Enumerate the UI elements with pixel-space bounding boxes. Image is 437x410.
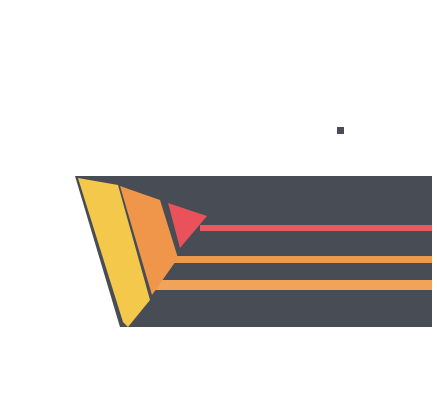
orange-line-upper [170,256,432,263]
orange-stripe [120,186,178,295]
dot-mark [337,127,344,134]
orange-line-lower [155,280,432,290]
red-line [200,225,432,231]
red-triangle [168,203,207,248]
yellow-stripe [78,178,150,327]
